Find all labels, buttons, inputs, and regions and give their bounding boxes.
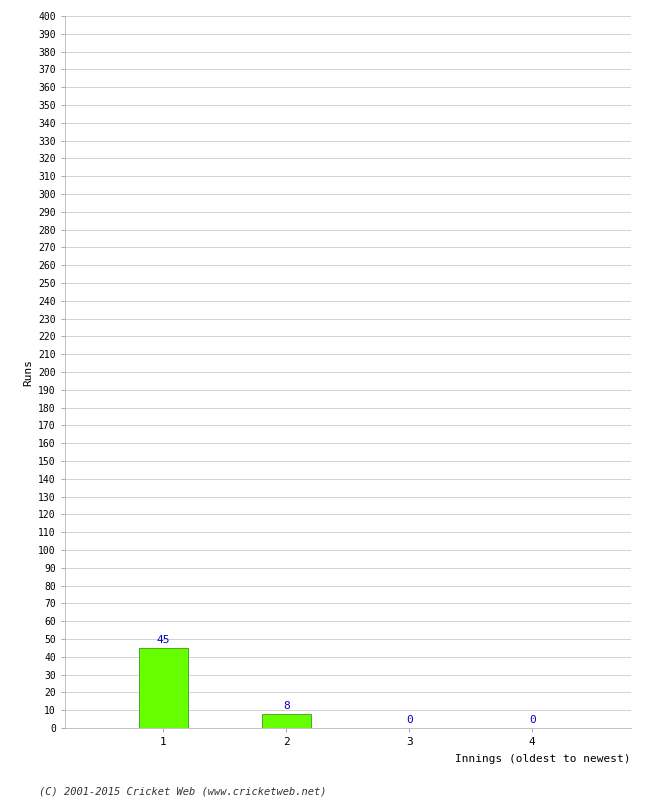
X-axis label: Innings (oldest to newest): Innings (oldest to newest) (455, 754, 630, 764)
Text: 0: 0 (406, 715, 413, 726)
Text: (C) 2001-2015 Cricket Web (www.cricketweb.net): (C) 2001-2015 Cricket Web (www.cricketwe… (39, 786, 326, 796)
Y-axis label: Runs: Runs (23, 358, 32, 386)
Bar (138, 648, 188, 728)
Text: 8: 8 (283, 701, 290, 711)
Bar (262, 714, 311, 728)
Text: 0: 0 (529, 715, 536, 726)
Text: 45: 45 (157, 635, 170, 646)
